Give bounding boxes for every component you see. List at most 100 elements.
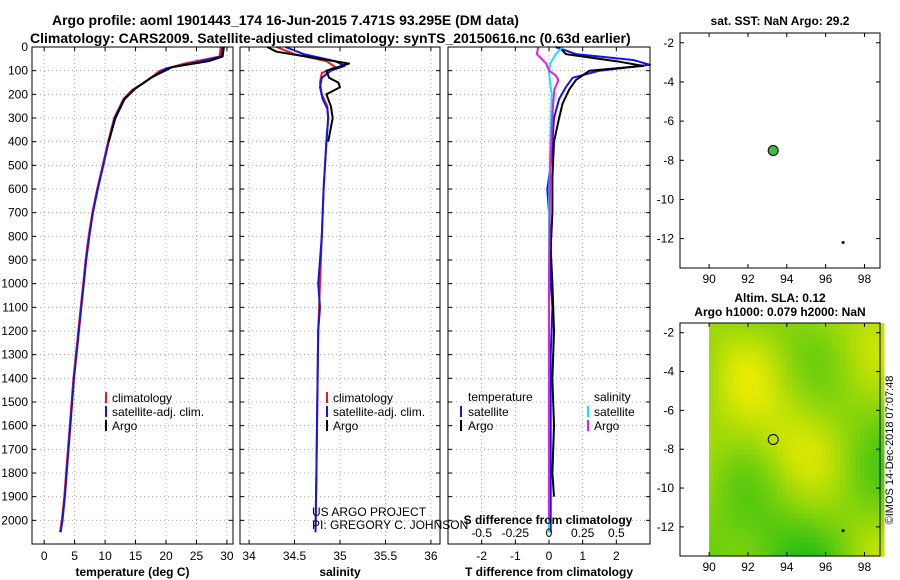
heatmap-cell <box>874 517 880 523</box>
legend-title-salinity: salinity <box>594 390 631 404</box>
heatmap-cell <box>830 342 836 348</box>
heatmap-cell <box>767 371 773 377</box>
heatmap-cell <box>723 444 730 450</box>
heatmap-cell <box>733 492 739 499</box>
map-x-tick-label: 96 <box>819 272 833 286</box>
heatmap-cell <box>748 327 754 334</box>
heatmap-cell <box>820 410 827 416</box>
heatmap-cell <box>777 492 783 499</box>
heatmap-cell <box>811 434 817 441</box>
heatmap-cell <box>748 361 754 368</box>
heatmap-cell <box>748 536 754 543</box>
heatmap-cell <box>801 536 807 543</box>
heatmap-cell <box>840 468 846 475</box>
heatmap-cell <box>845 386 851 392</box>
heatmap-cell <box>849 497 856 504</box>
heatmap-cell <box>879 522 885 528</box>
heatmap-cell <box>791 371 798 377</box>
heatmap-cell <box>845 323 851 329</box>
heatmap-cell <box>709 531 715 538</box>
heatmap-cell <box>733 531 739 538</box>
heatmap-cell <box>718 434 725 441</box>
heatmap-cell <box>791 468 798 475</box>
heatmap-cell <box>714 488 720 494</box>
heatmap-cell <box>825 395 832 402</box>
heatmap-cell <box>738 347 744 353</box>
heatmap-cell <box>733 546 739 552</box>
heatmap-cell <box>728 415 734 421</box>
heatmap-cell <box>796 410 802 416</box>
heatmap-cell <box>811 332 817 339</box>
heatmap-cell <box>864 483 870 489</box>
heatmap-cell <box>845 381 851 387</box>
heatmap-cell <box>849 439 856 445</box>
heatmap-cell <box>815 458 822 465</box>
heatmap-cell <box>849 531 856 538</box>
heatmap-cell <box>733 522 739 528</box>
heatmap-cell <box>830 332 836 339</box>
heatmap-cell <box>845 327 851 334</box>
heatmap-cell <box>709 439 715 445</box>
heatmap-cell <box>801 424 807 431</box>
heatmap-cell <box>772 536 778 543</box>
heatmap-cell <box>801 526 807 533</box>
heatmap-cell <box>714 468 720 475</box>
figure-title-line1: Argo profile: aoml 1901443_174 16-Jun-20… <box>52 12 519 28</box>
heatmap-cell <box>830 352 836 358</box>
heatmap-cell <box>840 541 846 547</box>
heatmap-cell <box>815 522 822 528</box>
heatmap-cell <box>820 551 827 557</box>
heatmap-cell <box>781 420 788 426</box>
heatmap-cell <box>728 463 734 470</box>
heatmap-cell <box>869 546 875 552</box>
heatmap-cell <box>845 415 851 421</box>
heatmap-cell <box>820 541 827 547</box>
heatmap-cell <box>825 497 832 504</box>
heatmap-cell <box>811 502 817 509</box>
heatmap-cell <box>767 434 773 441</box>
heatmap-cell <box>796 420 802 426</box>
heatmap-cell <box>796 342 802 348</box>
heatmap-cell <box>849 424 856 431</box>
heatmap-cell <box>767 424 773 431</box>
heatmap-cell <box>752 434 759 441</box>
heatmap-cell <box>728 546 734 552</box>
y-tick-label: 1400 <box>1 371 28 385</box>
heatmap-cell <box>748 347 754 353</box>
heatmap-cell <box>728 512 734 518</box>
heatmap-cell <box>859 391 866 397</box>
heatmap-cell <box>845 439 851 445</box>
heatmap-cell <box>835 488 841 494</box>
heatmap-cell <box>743 497 749 504</box>
heatmap-cell <box>767 454 773 460</box>
heatmap-cell <box>772 361 778 368</box>
heatmap-cell <box>733 347 739 353</box>
heatmap-cell <box>772 391 778 397</box>
heatmap-cell <box>825 502 832 509</box>
legend-label: Argo <box>112 419 138 433</box>
heatmap-cell <box>728 454 734 460</box>
heatmap-cell <box>845 337 851 344</box>
heatmap-cell <box>781 434 788 441</box>
heatmap-cell <box>830 463 836 470</box>
heatmap-cell <box>845 371 851 377</box>
heatmap-cell <box>811 371 817 377</box>
heatmap-cell <box>830 420 836 426</box>
heatmap-cell <box>811 424 817 431</box>
heatmap-cell <box>869 531 875 538</box>
heatmap-cell <box>738 478 744 484</box>
heatmap-cell <box>854 391 861 397</box>
heatmap-cell <box>786 429 793 436</box>
heatmap-cell <box>840 473 846 479</box>
heatmap-cell <box>786 546 793 552</box>
heatmap-cell <box>825 449 832 455</box>
heatmap-cell <box>864 444 870 450</box>
heatmap-cell <box>752 449 759 455</box>
heatmap-cell <box>762 357 768 363</box>
heatmap-cell <box>849 327 856 334</box>
heatmap-cell <box>786 478 793 484</box>
map-x-tick-label: 96 <box>819 560 833 574</box>
heatmap-cell <box>830 483 836 489</box>
heatmap-cell <box>781 366 788 373</box>
heatmap-cell <box>728 531 734 538</box>
